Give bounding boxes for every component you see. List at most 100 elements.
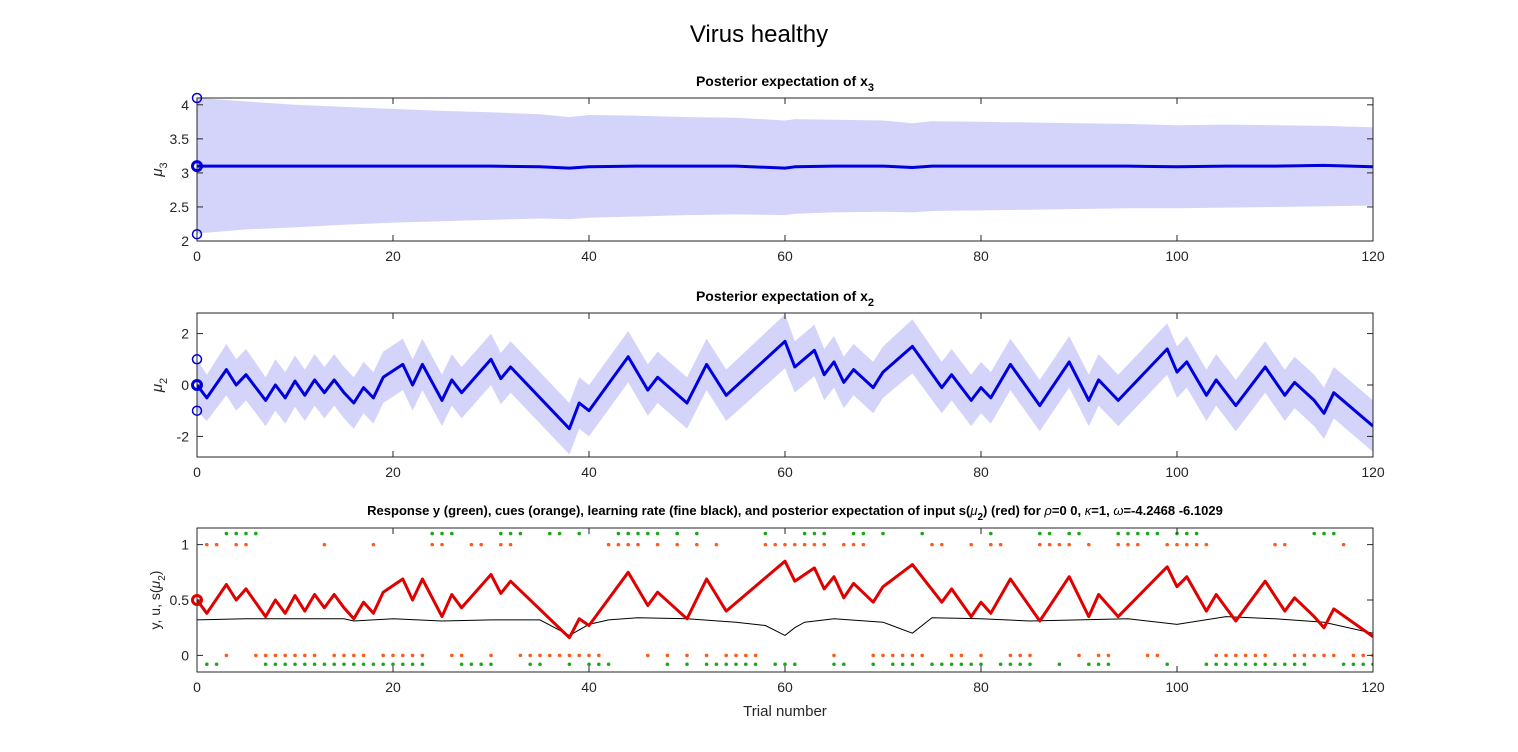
cue-dot [577, 653, 581, 658]
cue-dot [283, 653, 288, 658]
response-dot [450, 531, 454, 536]
cue-dot [352, 653, 356, 658]
panel-title: Posterior expectation of x2 [696, 288, 874, 309]
response-dot [205, 662, 209, 667]
response-dot [1028, 662, 1032, 667]
response-dot [499, 531, 503, 536]
response-dot [1361, 662, 1365, 667]
x-tick-label: 100 [1165, 248, 1189, 264]
x-tick-label: 40 [581, 679, 597, 695]
cue-dot [959, 653, 964, 658]
response-dot [1302, 662, 1307, 667]
response-dot [371, 662, 376, 667]
response-dot [891, 662, 895, 667]
cue-dot [851, 542, 856, 547]
response-dot [1155, 531, 1160, 536]
cue-dot [930, 542, 934, 547]
panel-response-input: 0 20 40 60 80 100 120 0 0.5 1 Response y (green), … [147, 503, 1385, 720]
cue-dot [1047, 542, 1052, 547]
cue-dot [459, 653, 464, 658]
response-dot [616, 531, 621, 536]
cue-dot [332, 653, 337, 658]
cue-dot [1283, 542, 1287, 547]
response-dot [1096, 662, 1101, 667]
cue-dot [1038, 542, 1042, 547]
posterior-input-line [197, 559, 1373, 640]
cue-dot [489, 653, 493, 658]
response-dot [518, 531, 523, 536]
y-tick-label: 2 [181, 326, 189, 342]
cue-dot [1351, 653, 1356, 658]
response-dot [842, 662, 846, 667]
response-dot [714, 662, 719, 667]
cue-dot [1214, 653, 1218, 658]
response-dot [695, 531, 699, 536]
cue-dot [832, 653, 836, 658]
response-dot [352, 662, 356, 667]
response-dot [420, 662, 425, 667]
response-dot [1057, 662, 1062, 667]
cue-dot [567, 653, 572, 658]
y-tick-label: 0 [181, 647, 189, 663]
response-dot [665, 662, 670, 667]
cue-dot [714, 542, 719, 547]
response-dot [1204, 662, 1209, 667]
response-dot [1018, 662, 1022, 667]
cue-dot [528, 653, 532, 658]
response-dot [528, 662, 532, 667]
response-dot [606, 662, 611, 667]
cue-dot [361, 653, 366, 658]
response-dot [812, 531, 817, 536]
cue-dot [430, 542, 435, 547]
cue-dot [910, 653, 915, 658]
cue-dot [557, 653, 562, 658]
response-dot [753, 662, 758, 667]
x-tick-label: 80 [973, 464, 989, 480]
response-dot [567, 662, 572, 667]
axes-frame [196, 527, 1374, 673]
response-dot [998, 662, 1003, 667]
y-axis-label: μ2 [149, 378, 170, 393]
cue-dot [597, 653, 601, 658]
cue-dot [312, 653, 317, 658]
response-dot [469, 662, 474, 667]
response-dot [263, 662, 268, 667]
response-dot [793, 662, 797, 667]
cue-dot [802, 542, 807, 547]
cue-dot [1322, 653, 1326, 658]
cue-dot [205, 542, 209, 547]
x-tick-label: 40 [581, 248, 597, 264]
response-dot [646, 531, 650, 536]
prior-marker [191, 354, 203, 365]
response-dot [861, 531, 866, 536]
cue-dot [263, 653, 268, 658]
cue-dot [1067, 542, 1071, 547]
response-dot [1116, 531, 1120, 536]
response-dot [342, 662, 346, 667]
cue-dot [724, 653, 728, 658]
cue-dot [1224, 653, 1228, 658]
cue-dot [1175, 542, 1179, 547]
cue-dot [254, 653, 258, 658]
cue-dot [548, 653, 552, 658]
y-axis-label: y, u, s(μ2) [147, 571, 168, 630]
response-dot [1263, 662, 1267, 667]
cue-dot [1165, 542, 1169, 547]
cue-dot [303, 653, 307, 658]
cue-dot [1361, 653, 1365, 658]
cue-dot [499, 542, 503, 547]
response-dot [1332, 531, 1336, 536]
cue-dot [861, 542, 866, 547]
response-dot [822, 531, 826, 536]
response-dot [293, 662, 297, 667]
cue-dot [753, 653, 758, 658]
panel-posterior-x2: 0 20 40 60 80 100 120 -2 0 2 Posterior expectation… [149, 288, 1385, 480]
x-tick-label: 20 [385, 248, 401, 264]
cue-dot [1087, 542, 1091, 547]
cue-dot [440, 542, 444, 547]
cue-dot [606, 542, 611, 547]
response-dot [1292, 662, 1297, 667]
x-tick-label: 120 [1361, 679, 1385, 695]
posterior-mean-line [197, 163, 1373, 170]
